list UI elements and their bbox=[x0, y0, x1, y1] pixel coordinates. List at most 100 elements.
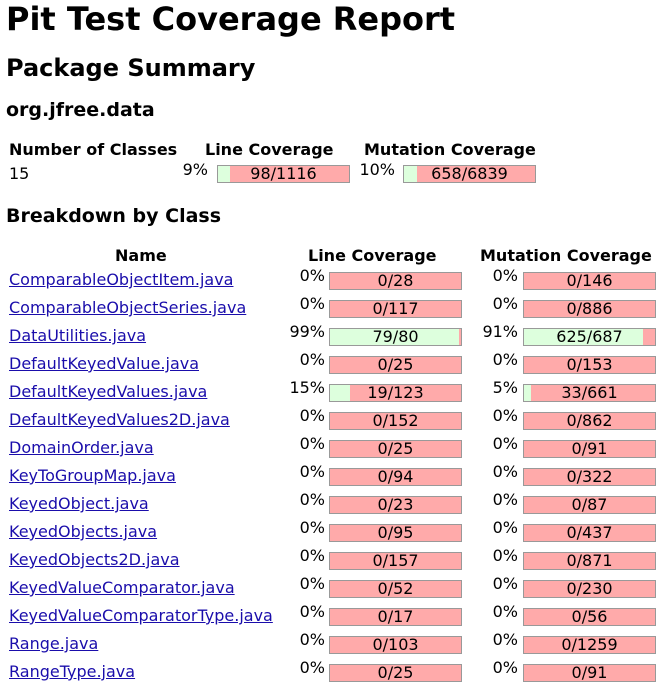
mutation-coverage-pct: 0% bbox=[492, 658, 518, 677]
mutation-coverage-ratio: 0/56 bbox=[571, 608, 608, 626]
breakdown-header-name: Name bbox=[115, 246, 167, 265]
line-coverage-ratio: 0/25 bbox=[377, 440, 414, 458]
class-link[interactable]: DefaultKeyedValues.java bbox=[9, 382, 208, 401]
line-coverage-pct: 0% bbox=[299, 518, 325, 537]
mutation-coverage-ratio: 0/322 bbox=[566, 468, 613, 486]
line-coverage-bar-fill bbox=[330, 385, 351, 401]
package-name: org.jfree.data bbox=[6, 99, 155, 121]
line-coverage-ratio: 0/28 bbox=[377, 272, 414, 290]
mutation-coverage-ratio: 0/146 bbox=[566, 272, 613, 290]
summary-mutation-pct: 10% bbox=[359, 160, 395, 179]
class-link[interactable]: KeyedObject.java bbox=[9, 494, 149, 513]
breakdown-header-mutation-coverage: Mutation Coverage bbox=[480, 246, 652, 265]
line-coverage-bar: 0/25 bbox=[329, 664, 462, 682]
summary-header-mutation-coverage: Mutation Coverage bbox=[364, 140, 536, 159]
line-coverage-pct: 0% bbox=[299, 602, 325, 621]
class-link[interactable]: ComparableObjectSeries.java bbox=[9, 298, 247, 317]
mutation-coverage-bar: 0/91 bbox=[523, 664, 656, 682]
class-link[interactable]: KeyedObjects.java bbox=[9, 522, 158, 541]
line-coverage-bar: 0/117 bbox=[329, 300, 462, 318]
class-link[interactable]: DefaultKeyedValue.java bbox=[9, 354, 200, 373]
summary-line-pct: 9% bbox=[182, 160, 208, 179]
line-coverage-bar: 0/52 bbox=[329, 580, 462, 598]
line-coverage-bar-fill bbox=[330, 329, 460, 345]
mutation-coverage-bar: 33/661 bbox=[523, 384, 656, 402]
line-coverage-bar: 0/103 bbox=[329, 636, 462, 654]
mutation-coverage-pct: 0% bbox=[492, 266, 518, 285]
line-coverage-pct: 0% bbox=[299, 462, 325, 481]
mutation-coverage-ratio: 0/886 bbox=[566, 300, 613, 318]
mutation-coverage-ratio: 625/687 bbox=[556, 328, 623, 346]
page-title: Pit Test Coverage Report bbox=[6, 0, 456, 38]
summary-line-ratio: 98/1116 bbox=[250, 165, 317, 183]
mutation-coverage-pct: 0% bbox=[492, 294, 518, 313]
breakdown-heading: Breakdown by Class bbox=[6, 205, 222, 227]
mutation-coverage-pct: 0% bbox=[492, 462, 518, 481]
line-coverage-pct: 15% bbox=[289, 378, 325, 397]
mutation-coverage-ratio: 0/153 bbox=[566, 356, 613, 374]
mutation-coverage-ratio: 0/1259 bbox=[561, 636, 618, 654]
mutation-coverage-bar: 0/886 bbox=[523, 300, 656, 318]
mutation-coverage-ratio: 0/862 bbox=[566, 412, 613, 430]
mutation-coverage-ratio: 33/661 bbox=[561, 384, 618, 402]
line-coverage-pct: 0% bbox=[299, 266, 325, 285]
mutation-coverage-pct: 0% bbox=[492, 406, 518, 425]
class-link[interactable]: DomainOrder.java bbox=[9, 438, 154, 457]
line-coverage-bar: 0/95 bbox=[329, 524, 462, 542]
line-coverage-ratio: 0/157 bbox=[372, 552, 419, 570]
mutation-coverage-ratio: 0/87 bbox=[571, 496, 608, 514]
line-coverage-bar: 0/17 bbox=[329, 608, 462, 626]
summary-num-classes: 15 bbox=[9, 164, 30, 183]
line-coverage-bar: 79/80 bbox=[329, 328, 462, 346]
summary-mutation-bar-fill bbox=[404, 166, 417, 182]
class-link[interactable]: DefaultKeyedValues2D.java bbox=[9, 410, 230, 429]
mutation-coverage-bar-fill bbox=[524, 385, 531, 401]
mutation-coverage-bar: 0/322 bbox=[523, 468, 656, 486]
line-coverage-ratio: 79/80 bbox=[372, 328, 419, 346]
mutation-coverage-pct: 0% bbox=[492, 546, 518, 565]
mutation-coverage-ratio: 0/871 bbox=[566, 552, 613, 570]
line-coverage-pct: 0% bbox=[299, 350, 325, 369]
mutation-coverage-bar: 625/687 bbox=[523, 328, 656, 346]
line-coverage-bar: 0/25 bbox=[329, 440, 462, 458]
mutation-coverage-pct: 0% bbox=[492, 434, 518, 453]
line-coverage-bar: 0/23 bbox=[329, 496, 462, 514]
line-coverage-pct: 0% bbox=[299, 490, 325, 509]
mutation-coverage-pct: 0% bbox=[492, 630, 518, 649]
line-coverage-pct: 0% bbox=[299, 294, 325, 313]
line-coverage-ratio: 0/52 bbox=[377, 580, 414, 598]
mutation-coverage-bar: 0/437 bbox=[523, 524, 656, 542]
line-coverage-pct: 0% bbox=[299, 658, 325, 677]
line-coverage-ratio: 19/123 bbox=[367, 384, 424, 402]
class-link[interactable]: KeyedObjects2D.java bbox=[9, 550, 180, 569]
line-coverage-pct: 0% bbox=[299, 574, 325, 593]
class-link[interactable]: Range.java bbox=[9, 634, 99, 653]
class-link[interactable]: ComparableObjectItem.java bbox=[9, 270, 234, 289]
mutation-coverage-bar: 0/87 bbox=[523, 496, 656, 514]
class-link[interactable]: KeyedValueComparator.java bbox=[9, 578, 235, 597]
package-summary-heading: Package Summary bbox=[6, 54, 256, 82]
summary-line-bar-fill bbox=[218, 166, 230, 182]
line-coverage-pct: 0% bbox=[299, 434, 325, 453]
class-link[interactable]: KeyToGroupMap.java bbox=[9, 466, 176, 485]
line-coverage-ratio: 0/94 bbox=[377, 468, 414, 486]
line-coverage-ratio: 0/95 bbox=[377, 524, 414, 542]
mutation-coverage-bar: 0/230 bbox=[523, 580, 656, 598]
mutation-coverage-ratio: 0/230 bbox=[566, 580, 613, 598]
summary-mutation-bar: 658/6839 bbox=[403, 165, 536, 183]
line-coverage-bar: 0/157 bbox=[329, 552, 462, 570]
mutation-coverage-bar: 0/871 bbox=[523, 552, 656, 570]
line-coverage-bar: 19/123 bbox=[329, 384, 462, 402]
line-coverage-ratio: 0/17 bbox=[377, 608, 414, 626]
line-coverage-bar: 0/28 bbox=[329, 272, 462, 290]
mutation-coverage-pct: 91% bbox=[482, 322, 518, 341]
line-coverage-ratio: 0/25 bbox=[377, 356, 414, 374]
line-coverage-ratio: 0/152 bbox=[372, 412, 419, 430]
mutation-coverage-pct: 0% bbox=[492, 350, 518, 369]
class-link[interactable]: DataUtilities.java bbox=[9, 326, 147, 345]
class-link[interactable]: KeyedValueComparatorType.java bbox=[9, 606, 273, 625]
summary-header-line-coverage: Line Coverage bbox=[205, 140, 334, 159]
mutation-coverage-pct: 0% bbox=[492, 602, 518, 621]
line-coverage-ratio: 0/103 bbox=[372, 636, 419, 654]
class-link[interactable]: RangeType.java bbox=[9, 662, 136, 681]
